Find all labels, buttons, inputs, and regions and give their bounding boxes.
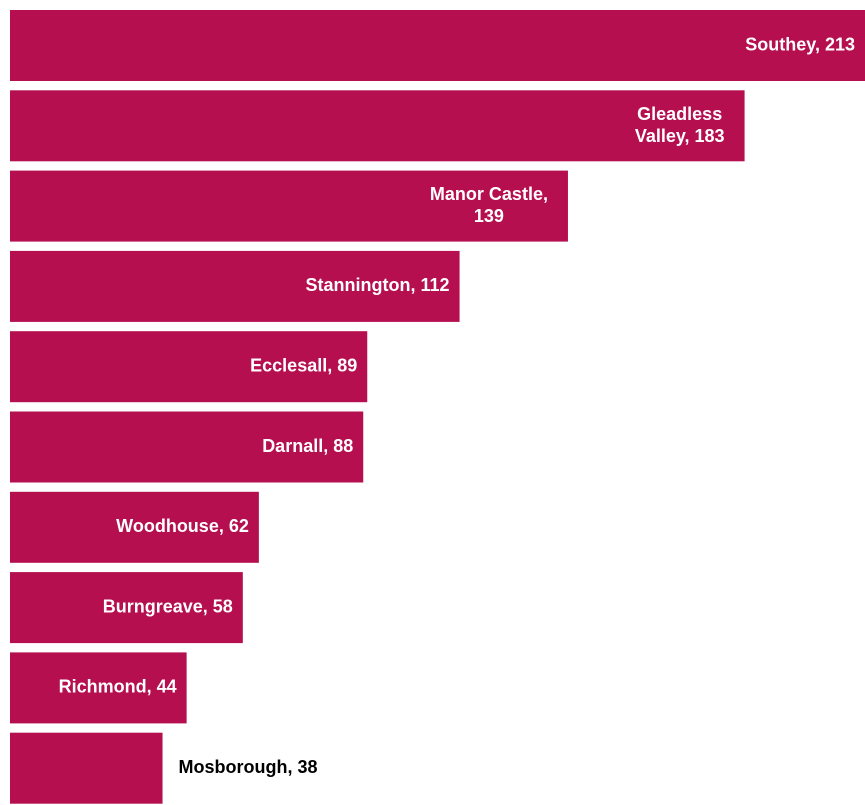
data-label: Stannington, 112 [306,275,450,295]
bar [10,170,568,242]
bar [10,652,187,724]
data-label: Darnall, 88 [262,436,353,456]
bar [10,250,460,322]
data-label: Richmond, 44 [59,677,177,697]
data-label: Southey, 213 [745,34,855,54]
data-label: Woodhouse, 62 [116,516,249,536]
data-label: Gleadless Valley, 183 [635,104,725,146]
data-label: Mosborough, 38 [179,757,318,777]
bar [10,90,745,162]
bar [10,732,163,804]
data-label: Ecclesall, 89 [250,355,357,375]
bar [10,411,364,483]
data-label: Burngreave, 58 [103,596,233,616]
bar [10,331,368,403]
bar [10,572,243,644]
bar [10,10,865,81]
data-label: Manor Castle, 139 [430,184,548,226]
bar [10,491,259,563]
